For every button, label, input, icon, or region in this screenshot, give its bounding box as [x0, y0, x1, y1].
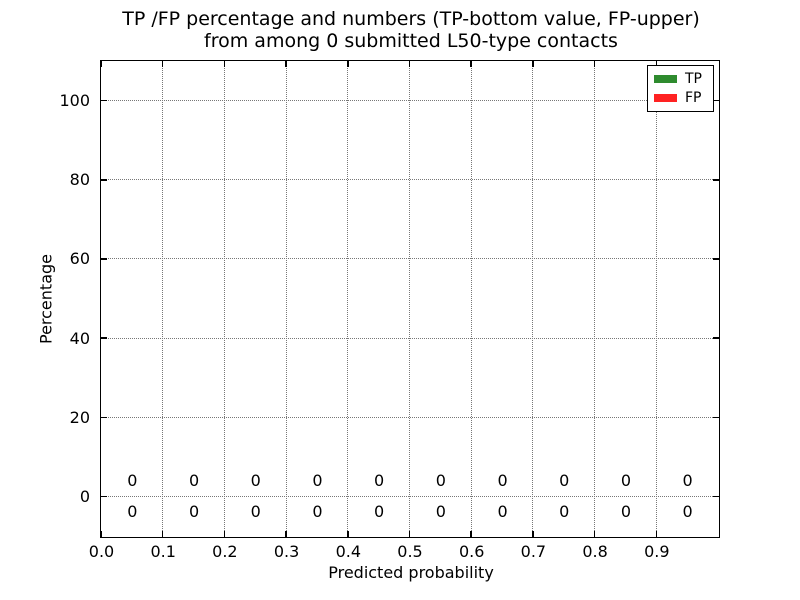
x-gridline — [655, 61, 657, 537]
fp-value-label: 0 — [312, 470, 323, 490]
x-tick-label: 0.4 — [335, 542, 362, 561]
x-tick-bottom — [100, 531, 102, 537]
x-gridline — [223, 61, 225, 537]
x-tick-bottom — [161, 531, 164, 537]
fp-value-label: 0 — [374, 470, 385, 490]
x-tick-top — [347, 61, 349, 67]
x-tick-top — [100, 61, 102, 67]
legend-tp-label: TP — [685, 71, 702, 87]
y-tick-left — [101, 337, 107, 339]
x-tick-top — [161, 61, 164, 67]
y-gridline — [101, 337, 719, 339]
x-tick-label: 0.8 — [582, 542, 608, 561]
y-tick-label: 100 — [59, 91, 90, 111]
x-tick-label: 0.6 — [458, 542, 485, 561]
x-tick-top — [223, 61, 226, 67]
tp-value-label: 0 — [497, 501, 508, 521]
x-tick-bottom — [655, 531, 658, 537]
x-tick-bottom — [593, 531, 596, 537]
y-tick-left — [101, 258, 107, 260]
y-tick-label: 80 — [69, 170, 90, 190]
y-tick-label: 20 — [69, 407, 90, 427]
tp-value-label: 0 — [435, 501, 446, 521]
x-tick-top — [470, 61, 472, 67]
x-tick-label: 0.1 — [150, 542, 176, 561]
legend-entry-tp: TP — [654, 72, 707, 86]
x-axis-label: Predicted probability — [328, 563, 494, 582]
tp-value-label: 0 — [250, 501, 261, 521]
x-tick-bottom — [285, 531, 287, 537]
fp-value-label: 0 — [497, 470, 508, 490]
y-tick-left — [101, 179, 107, 181]
y-tick-right — [713, 258, 719, 260]
y-tick-label: 60 — [69, 249, 90, 269]
tp-value-label: 0 — [620, 501, 632, 521]
x-tick-top — [285, 61, 287, 67]
x-tick-label: 0.7 — [520, 542, 547, 561]
x-tick-top — [532, 61, 534, 67]
y-tick-label: 40 — [69, 328, 90, 348]
tp-value-label: 0 — [188, 501, 200, 521]
legend-tp-swatch — [654, 75, 677, 83]
y-tick-left — [101, 495, 107, 498]
y-tick-right — [713, 99, 719, 102]
y-tick-left — [101, 416, 107, 418]
x-tick-bottom — [347, 531, 349, 537]
x-tick-label: 0.3 — [273, 542, 300, 561]
y-tick-left — [101, 99, 107, 102]
x-gridline — [532, 61, 534, 537]
tp-value-label: 0 — [682, 501, 693, 521]
tp-value-label: 0 — [127, 501, 138, 521]
fp-value-label: 0 — [682, 470, 693, 490]
x-tick-label: 0.2 — [212, 542, 238, 561]
y-gridline — [101, 495, 719, 497]
fp-value-label: 0 — [559, 470, 570, 490]
x-tick-top — [408, 61, 411, 67]
fp-value-label: 0 — [620, 470, 632, 490]
y-tick-right — [713, 495, 719, 498]
x-tick-bottom — [532, 531, 534, 537]
x-tick-bottom — [470, 531, 472, 537]
fp-value-label: 0 — [127, 470, 138, 490]
y-tick-right — [713, 416, 719, 418]
tp-value-label: 0 — [312, 501, 323, 521]
plot-area — [100, 60, 720, 538]
legend-fp-label: FP — [685, 90, 702, 106]
fp-value-label: 0 — [435, 470, 446, 490]
x-gridline — [594, 61, 596, 537]
x-tick-label: 0.0 — [88, 542, 115, 561]
x-tick-bottom — [408, 531, 411, 537]
x-tick-label: 0.9 — [644, 542, 670, 561]
x-gridline — [285, 61, 287, 537]
x-tick-top — [593, 61, 596, 67]
legend-entry-fp: FP — [654, 91, 707, 105]
x-tick-label: 0.5 — [397, 542, 423, 561]
chart-title: TP /FP percentage and numbers (TP-bottom… — [122, 8, 700, 52]
tp-value-label: 0 — [374, 501, 385, 521]
y-tick-label: 0 — [79, 486, 90, 506]
y-tick-right — [713, 179, 719, 181]
legend-fp-swatch — [654, 94, 677, 102]
fp-value-label: 0 — [188, 470, 200, 490]
fp-value-label: 0 — [250, 470, 261, 490]
tp-value-label: 0 — [559, 501, 570, 521]
y-gridline — [101, 416, 719, 418]
x-gridline — [347, 61, 349, 537]
x-gridline — [409, 61, 410, 537]
x-gridline — [470, 61, 472, 537]
x-tick-top — [655, 61, 658, 67]
y-gridline — [101, 100, 719, 102]
y-tick-right — [713, 337, 719, 339]
legend: TP FP — [647, 65, 714, 112]
x-tick-bottom — [223, 531, 226, 537]
x-gridline — [162, 61, 164, 537]
y-gridline — [101, 258, 719, 260]
y-gridline — [101, 179, 719, 181]
